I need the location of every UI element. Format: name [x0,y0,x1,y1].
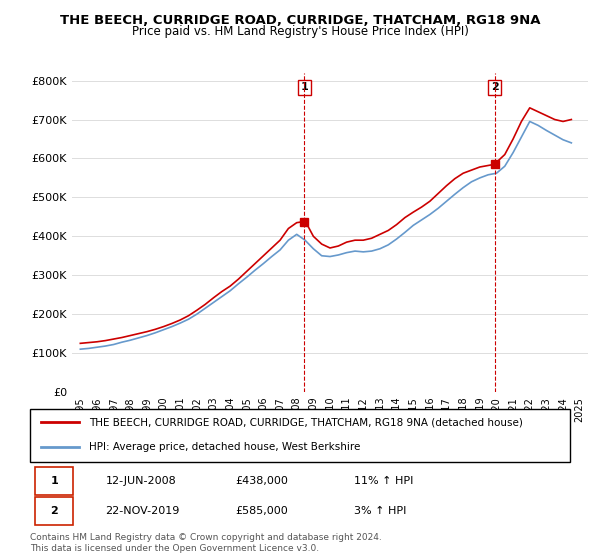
Text: THE BEECH, CURRIDGE ROAD, CURRIDGE, THATCHAM, RG18 9NA: THE BEECH, CURRIDGE ROAD, CURRIDGE, THAT… [60,14,540,27]
FancyBboxPatch shape [30,409,570,462]
Text: Contains HM Land Registry data © Crown copyright and database right 2024.
This d: Contains HM Land Registry data © Crown c… [30,533,382,553]
Text: THE BEECH, CURRIDGE ROAD, CURRIDGE, THATCHAM, RG18 9NA (detached house): THE BEECH, CURRIDGE ROAD, CURRIDGE, THAT… [89,417,523,427]
FancyBboxPatch shape [35,497,73,525]
Text: 12-JUN-2008: 12-JUN-2008 [106,476,176,486]
Text: HPI: Average price, detached house, West Berkshire: HPI: Average price, detached house, West… [89,442,361,452]
Text: 3% ↑ HPI: 3% ↑ HPI [354,506,406,516]
Text: £438,000: £438,000 [235,476,288,486]
Text: 11% ↑ HPI: 11% ↑ HPI [354,476,413,486]
Text: 1: 1 [301,82,308,92]
Text: 22-NOV-2019: 22-NOV-2019 [106,506,180,516]
Text: 2: 2 [491,82,499,92]
Text: 2: 2 [50,506,58,516]
Text: 1: 1 [50,476,58,486]
Text: £585,000: £585,000 [235,506,288,516]
Text: Price paid vs. HM Land Registry's House Price Index (HPI): Price paid vs. HM Land Registry's House … [131,25,469,38]
FancyBboxPatch shape [35,466,73,495]
